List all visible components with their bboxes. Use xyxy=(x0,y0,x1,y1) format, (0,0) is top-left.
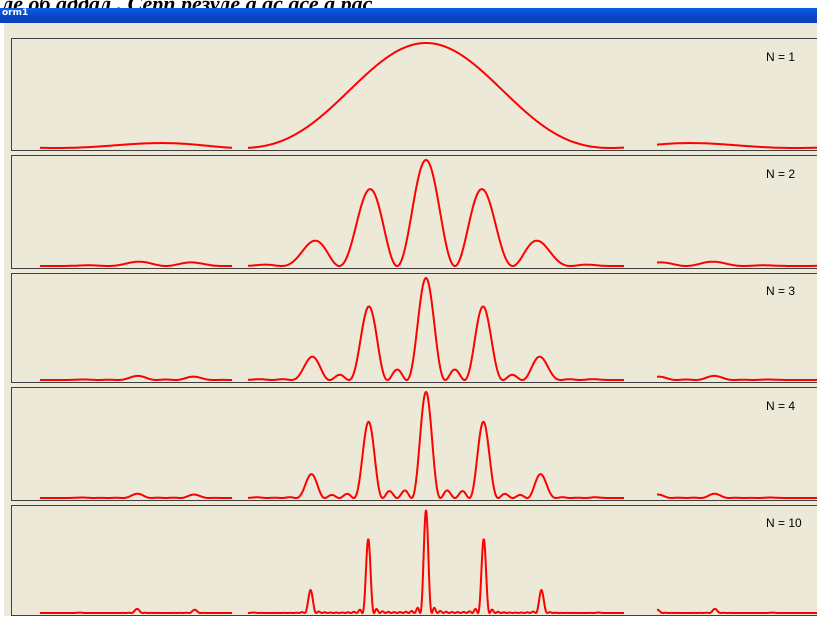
panel-label-n3: N = 3 xyxy=(766,284,796,298)
plot-panel-n3: N = 3 xyxy=(11,273,817,383)
plot-panel-n2: N = 2 xyxy=(11,155,817,269)
plot-canvas-n4 xyxy=(40,390,817,500)
plot-canvas-n2 xyxy=(39,158,817,267)
plot-canvas-n10 xyxy=(40,509,817,615)
panel-label-n1: N = 1 xyxy=(766,50,796,64)
window-title: orm1 xyxy=(2,8,29,18)
panel-label-n4: N = 4 xyxy=(766,399,796,413)
plot-canvas-n1 xyxy=(40,42,817,149)
window-titlebar[interactable]: orm1 xyxy=(0,8,817,23)
plot-canvas-n3 xyxy=(40,276,817,382)
intensity-curve-n1 xyxy=(40,42,817,149)
plot-panel-n4: N = 4 xyxy=(11,387,817,501)
intensity-curve-n3 xyxy=(40,276,817,382)
intensity-curve-n2 xyxy=(39,158,817,267)
plot-panel-n1: N = 1 xyxy=(11,38,817,151)
document-caption: ле об аддал . Серп резуле а ас асе а рас xyxy=(0,0,817,8)
form-client-area: N = 1 N = 2 N = 3 N = 4 N = 10 xyxy=(4,23,817,616)
plot-panel-n10: N = 10 xyxy=(11,505,817,616)
panel-label-n10: N = 10 xyxy=(766,516,802,530)
intensity-curve-n10 xyxy=(40,509,817,615)
panel-label-n2: N = 2 xyxy=(766,167,796,181)
intensity-curve-n4 xyxy=(40,390,817,500)
